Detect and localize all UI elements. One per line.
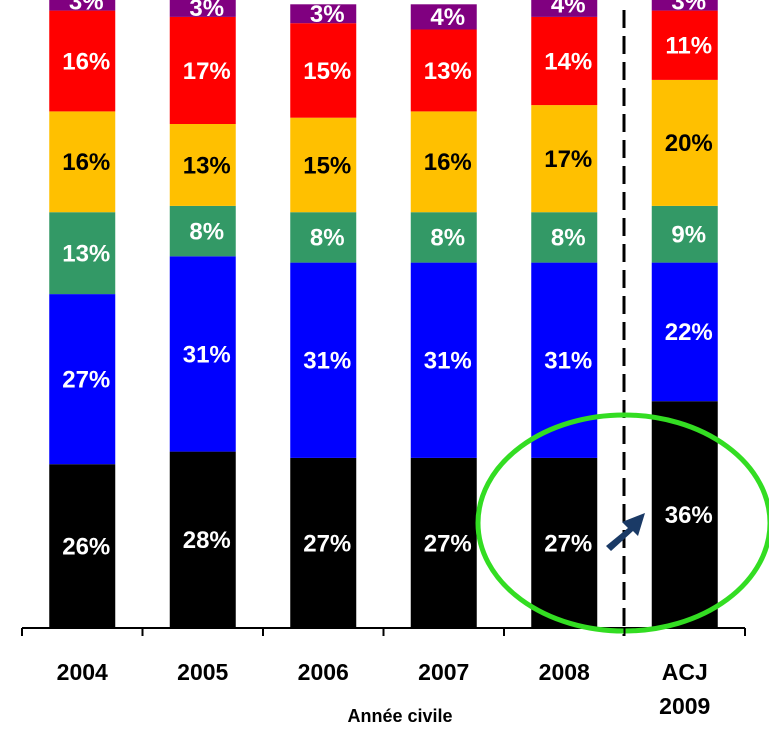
- value-label: 4%: [551, 0, 586, 19]
- value-label: 3%: [671, 0, 706, 15]
- value-label: 15%: [303, 58, 351, 85]
- bar-segment: [169, 205, 236, 257]
- bar-segment: [49, 0, 116, 11]
- bar-segment: [531, 0, 598, 17]
- x-axis-title: Année civile: [347, 706, 453, 726]
- value-label: 28%: [183, 527, 231, 554]
- x-tick-label: 2006: [297, 659, 349, 685]
- value-label: 36%: [665, 502, 713, 529]
- value-label: 22%: [665, 319, 713, 346]
- bar-segment: [651, 262, 718, 402]
- bar-segment: [410, 4, 477, 30]
- value-label: 27%: [303, 530, 351, 557]
- value-label: 8%: [430, 225, 465, 252]
- value-label: 4%: [430, 4, 465, 31]
- x-tick-label: ACJ 2009: [659, 659, 711, 719]
- value-label: 16%: [62, 48, 110, 75]
- value-label: 20%: [665, 130, 713, 157]
- value-label: 11%: [665, 33, 712, 60]
- bar-segment: [290, 457, 357, 628]
- value-label: 13%: [424, 58, 472, 85]
- value-label: 8%: [310, 225, 345, 252]
- bar-segment: [290, 23, 357, 118]
- bar-segment: [49, 464, 116, 628]
- value-label: 31%: [303, 348, 351, 375]
- bar-segment: [49, 111, 116, 213]
- value-label: 3%: [69, 0, 104, 15]
- bar-segment: [49, 10, 116, 112]
- bar-segment: [410, 212, 477, 263]
- bar-segment: [651, 79, 718, 206]
- arrow: [606, 513, 645, 551]
- value-label: 14%: [544, 48, 592, 75]
- bar-segment: [410, 457, 477, 628]
- bar-segment: [169, 16, 236, 124]
- bar-segment: [651, 205, 718, 263]
- value-label: 8%: [189, 218, 224, 245]
- bar-segment: [290, 262, 357, 458]
- bar-segment: [651, 0, 718, 11]
- x-tick-label: 2007: [418, 659, 470, 685]
- bar-segment: [410, 262, 477, 458]
- value-label: 15%: [303, 152, 351, 179]
- bar-segment: [651, 401, 718, 628]
- x-tick-label: 2004: [56, 659, 108, 685]
- value-label: 3%: [310, 1, 345, 28]
- bar-segment: [169, 451, 236, 628]
- value-label: 8%: [551, 225, 586, 252]
- value-label: 27%: [62, 366, 110, 393]
- bar-segment: [290, 4, 357, 24]
- bar-segment: [290, 117, 357, 213]
- bar-segment: [410, 29, 477, 112]
- x-tick-label: 2008: [538, 659, 590, 685]
- bar-segment: [531, 457, 598, 628]
- bar-segment: [531, 105, 598, 213]
- value-label: 17%: [183, 58, 231, 85]
- value-label: 13%: [62, 240, 110, 267]
- bar-segment: [169, 124, 236, 206]
- value-label: 31%: [183, 341, 231, 368]
- bar-segment: [410, 111, 477, 213]
- value-label: 27%: [544, 530, 592, 557]
- value-label: 17%: [544, 146, 592, 173]
- x-tick-label: 2005: [177, 659, 229, 685]
- value-label: 31%: [544, 348, 592, 375]
- bar-segment: [651, 10, 718, 80]
- value-label: 9%: [671, 222, 706, 249]
- ticks: [21, 628, 746, 636]
- bar-segment: [531, 212, 598, 263]
- bar-segment: [169, 256, 236, 452]
- bar-segment: [169, 0, 236, 17]
- bars: 26% 27% 13% 16% 16% 3% 28% 31% 8% 13% 17% 3% 27% 31% 8…: [49, 0, 718, 628]
- value-label: 31%: [424, 348, 472, 375]
- value-label: 16%: [424, 149, 472, 176]
- bar-segment: [49, 212, 116, 295]
- value-label: 26%: [62, 533, 110, 560]
- bar-segment: [531, 16, 598, 106]
- value-label: 27%: [424, 530, 472, 557]
- bar-segment: [49, 294, 116, 465]
- bar-segment: [290, 212, 357, 263]
- value-label: 3%: [189, 0, 224, 22]
- value-label: 16%: [62, 149, 110, 176]
- value-label: 13%: [183, 152, 231, 179]
